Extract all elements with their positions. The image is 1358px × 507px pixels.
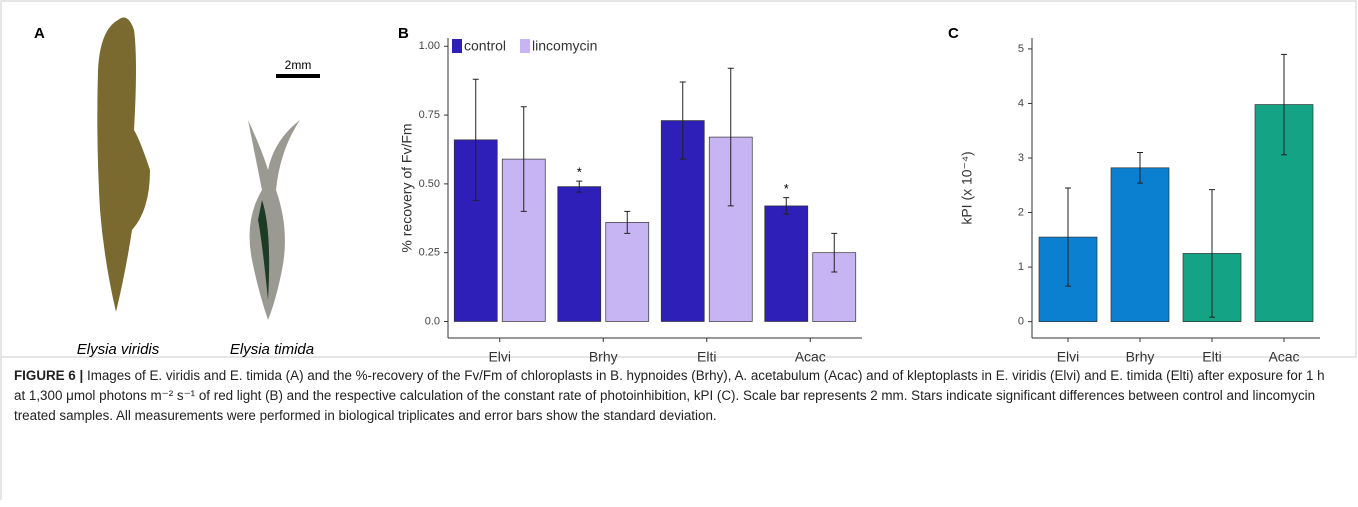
y-tick-label: 2	[1018, 206, 1024, 218]
error-bar	[831, 232, 838, 273]
bar	[557, 186, 602, 322]
x-tick-label: Elti	[1202, 349, 1221, 365]
panel-label: B	[398, 25, 409, 42]
y-tick-label: 4	[1018, 97, 1024, 109]
x-tick-label: Acac	[1268, 349, 1299, 365]
error-bar	[624, 210, 631, 234]
y-tick-label: 3	[1018, 152, 1024, 164]
error-bar	[783, 197, 790, 215]
y-tick-label: 1.00	[419, 40, 440, 52]
error-bar	[520, 106, 527, 212]
bar	[605, 222, 650, 322]
caption: FIGURE 6 | Images of E. viridis and E. t…	[14, 366, 1339, 426]
y-tick-label: 5	[1018, 43, 1024, 55]
caption-text: Images of E. viridis and E. timida (A) a…	[14, 368, 1325, 423]
scale-bar-label: 2mm	[285, 58, 312, 72]
error-bar	[472, 78, 479, 201]
slug-timida	[248, 120, 300, 320]
x-tick-label: Elti	[697, 349, 716, 365]
y-axis-label: kPI (x 10⁻⁴)	[959, 151, 975, 224]
species-label: Elysia timida	[230, 341, 314, 358]
x-tick-label: Elvi	[488, 349, 511, 365]
x-tick-label: Brhy	[589, 349, 618, 365]
y-axis-label: % recovery of Fv/Fm	[399, 123, 415, 252]
slug-timida-marking	[258, 200, 270, 300]
y-tick-label: 0.75	[419, 109, 440, 121]
y-tick-label: 0	[1018, 316, 1024, 328]
figure-frame	[0, 0, 1357, 358]
bar	[1110, 167, 1170, 322]
error-bar	[1137, 152, 1143, 184]
legend-label: lincomycin	[532, 38, 597, 54]
y-tick-label: 0.50	[419, 178, 440, 190]
legend-swatch	[520, 39, 531, 53]
legend-swatch	[452, 39, 462, 53]
slug-viridis	[97, 17, 150, 313]
significance-star: *	[784, 181, 789, 196]
error-bar	[576, 180, 583, 193]
legend-label: control	[464, 38, 506, 54]
y-tick-label: 0.0	[425, 315, 440, 327]
chart-c: 0 1 2 3 4 5 kPI (x 10⁻⁴) Elvi Brhy Elti Acac	[959, 38, 1320, 365]
panel-label: C	[948, 25, 959, 42]
error-bar	[727, 67, 734, 207]
x-tick-label: Acac	[795, 349, 826, 365]
bar	[764, 205, 809, 322]
error-bar	[679, 81, 686, 160]
caption-label: FIGURE 6 |	[14, 368, 84, 383]
x-tick-label: Elvi	[1057, 349, 1080, 365]
error-bar	[1281, 53, 1287, 156]
y-tick-label: 1	[1018, 261, 1024, 273]
species-label: Elysia viridis	[77, 341, 160, 358]
panel-label: A	[34, 25, 45, 42]
x-tick-label: Brhy	[1126, 349, 1155, 365]
y-tick-label: 0.25	[419, 247, 440, 259]
significance-star: *	[577, 165, 582, 180]
error-bar	[1065, 187, 1071, 287]
chart-b: 0.0 0.25 0.50 0.75 1.00 % recovery of Fv/Fm El…	[399, 38, 862, 365]
error-bar	[1209, 189, 1215, 318]
